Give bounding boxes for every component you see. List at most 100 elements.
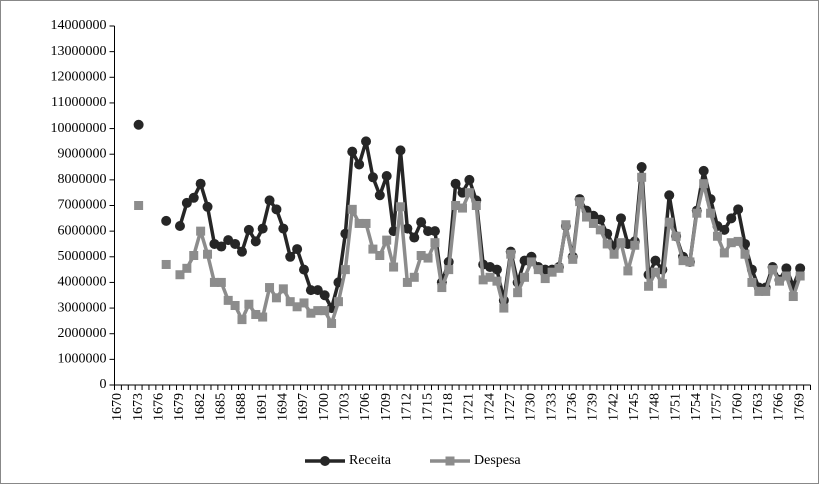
marker (402, 223, 413, 234)
x-tick-label: 1742 (606, 393, 621, 421)
marker (133, 119, 144, 130)
marker (244, 299, 254, 309)
marker (271, 204, 282, 215)
y-tick-label: 13000000 (51, 44, 107, 59)
marker (223, 295, 233, 305)
x-tick-label: 1745 (627, 393, 642, 421)
marker (547, 267, 557, 277)
marker (533, 265, 543, 275)
marker (354, 218, 364, 228)
marker (423, 226, 434, 237)
x-tick-label: 1703 (338, 393, 353, 421)
marker (706, 208, 716, 218)
marker (458, 203, 467, 213)
marker (650, 267, 660, 277)
marker (615, 213, 626, 224)
marker (278, 284, 288, 294)
marker (595, 225, 605, 235)
marker (382, 235, 392, 245)
marker (320, 456, 330, 466)
marker (250, 236, 261, 247)
marker (781, 271, 791, 281)
marker (450, 178, 461, 189)
marker (134, 201, 144, 210)
marker (774, 276, 784, 286)
marker (664, 217, 674, 227)
marker (265, 283, 275, 293)
marker (623, 266, 633, 276)
marker (699, 179, 709, 189)
marker (237, 315, 247, 325)
legend-label: Despesa (474, 453, 521, 468)
marker (319, 290, 330, 301)
marker (285, 297, 295, 307)
marker (664, 190, 675, 201)
marker (795, 271, 805, 281)
x-tick-label: 1709 (379, 393, 394, 421)
marker (429, 226, 440, 237)
marker (374, 190, 385, 201)
x-tick-label: 1760 (730, 393, 745, 421)
marker (588, 218, 598, 228)
marker (478, 275, 488, 285)
marker (251, 309, 261, 319)
marker (271, 293, 281, 303)
marker (733, 204, 744, 215)
x-tick-label: 1739 (586, 393, 601, 421)
marker (381, 171, 392, 182)
marker (575, 197, 585, 207)
legend-item: Receita (305, 453, 392, 468)
marker (698, 165, 709, 176)
marker (761, 286, 771, 296)
marker (526, 257, 536, 267)
marker (685, 257, 695, 267)
x-tick-label: 1748 (648, 393, 663, 421)
marker (395, 202, 405, 212)
marker (161, 259, 171, 269)
marker (712, 231, 722, 241)
marker (650, 255, 661, 266)
marker (423, 253, 433, 263)
marker (389, 262, 399, 272)
marker (520, 272, 530, 282)
y-tick-label: 14000000 (51, 18, 107, 33)
marker (409, 232, 420, 243)
marker (313, 306, 323, 316)
marker (361, 136, 372, 147)
marker (175, 270, 185, 280)
marker (306, 308, 316, 318)
x-tick-label: 1706 (358, 393, 373, 421)
legend-item: Despesa (430, 453, 521, 468)
marker (285, 251, 296, 262)
y-tick-label: 11000000 (51, 95, 106, 110)
marker (733, 236, 743, 246)
x-tick-label: 1691 (255, 393, 270, 421)
marker (636, 162, 647, 173)
y-tick-label: 7000000 (58, 198, 107, 213)
marker (368, 244, 378, 254)
marker (740, 249, 750, 259)
marker (188, 192, 199, 203)
marker (174, 221, 185, 232)
x-tick-label: 1688 (234, 393, 249, 421)
y-tick-label: 6000000 (58, 223, 107, 238)
marker (299, 298, 309, 308)
y-tick-label: 12000000 (51, 70, 107, 85)
x-tick-label: 1727 (503, 393, 518, 421)
marker (609, 249, 619, 259)
marker (485, 272, 495, 282)
x-tick-label: 1751 (668, 393, 683, 421)
marker (416, 251, 426, 261)
x-tick-label: 1697 (296, 393, 311, 421)
y-tick-label: 3000000 (58, 300, 107, 315)
marker (402, 277, 412, 287)
x-tick-label: 1676 (152, 393, 167, 421)
x-tick-label: 1766 (772, 393, 787, 421)
marker (513, 288, 523, 298)
marker (189, 251, 199, 261)
y-tick-label: 1000000 (58, 352, 107, 367)
marker (719, 248, 729, 258)
marker (182, 263, 192, 273)
x-tick-label: 1733 (544, 393, 559, 421)
